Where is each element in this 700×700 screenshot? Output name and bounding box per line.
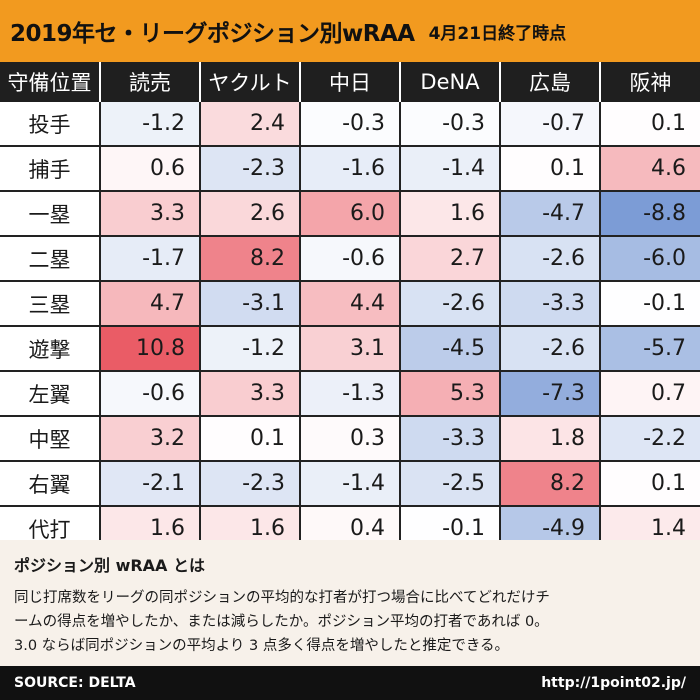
table-row: 二塁 -1.7 8.2 -0.6 2.7 -2.6 -6.0 xyxy=(0,236,700,282)
column-header-row: 守備位置 読売 ヤクルト 中日 DeNA 広島 阪神 xyxy=(0,62,700,102)
heatmap-cell: -1.2 xyxy=(200,326,301,372)
table-row: 遊撃 10.8 -1.2 3.1 -4.5 -2.6 -5.7 xyxy=(0,326,700,372)
row-label: 投手 xyxy=(0,102,101,147)
heatmap-cell: 8.2 xyxy=(200,236,301,282)
heatmap-cell: -2.6 xyxy=(400,281,501,327)
heatmap-cell: -2.5 xyxy=(400,461,501,507)
heatmap-cell: -1.7 xyxy=(100,236,201,282)
heatmap-cell: -4.7 xyxy=(500,191,601,237)
heatmap-cell: 0.1 xyxy=(500,146,601,192)
heatmap-cell: 4.4 xyxy=(300,281,401,327)
row-label: 捕手 xyxy=(0,146,101,192)
column-header: DeNA xyxy=(400,62,501,102)
title-bar: 2019年セ・リーグポジション別wRAA 4月21日終了時点 xyxy=(0,0,700,62)
heatmap-cell: 3.3 xyxy=(100,191,201,237)
heatmap-cell: 0.1 xyxy=(600,102,700,147)
row-label: 左翼 xyxy=(0,371,101,417)
source-credit: SOURCE: DELTA xyxy=(14,675,136,691)
heatmap-cell: -0.6 xyxy=(100,371,201,417)
definition-text: 同じ打席数をリーグの同ポジションの平均的な打者が打つ場合に比べてどれだけチ ーム… xyxy=(14,586,686,658)
heatmap-cell: 3.2 xyxy=(100,416,201,462)
heatmap-cell: -0.3 xyxy=(400,102,501,147)
column-header: 読売 xyxy=(100,62,201,102)
heatmap-cell: -3.1 xyxy=(200,281,301,327)
heatmap-cell: -3.3 xyxy=(500,281,601,327)
heatmap-cell: 4.7 xyxy=(100,281,201,327)
column-header: 阪神 xyxy=(600,62,700,102)
table-row: 一塁 3.3 2.6 6.0 1.6 -4.7 -8.8 xyxy=(0,191,700,237)
heatmap-cell: 0.1 xyxy=(200,416,301,462)
heatmap-cell: -0.6 xyxy=(300,236,401,282)
heatmap-cell: 10.8 xyxy=(100,326,201,372)
source-url[interactable]: http://1point02.jp/ xyxy=(541,675,686,691)
heatmap-cell: -6.0 xyxy=(600,236,700,282)
heatmap-cell: -2.3 xyxy=(200,146,301,192)
heatmap-cell: -0.3 xyxy=(300,102,401,147)
heatmap-cell: 5.3 xyxy=(400,371,501,417)
table-row: 三塁 4.7 -3.1 4.4 -2.6 -3.3 -0.1 xyxy=(0,281,700,327)
definition-line: ームの得点を増やしたか、または減らしたか。ポジション平均の打者であれば 0。 xyxy=(14,614,549,630)
table-row: 左翼 -0.6 3.3 -1.3 5.3 -7.3 0.7 xyxy=(0,371,700,417)
heatmap-cell: 1.8 xyxy=(500,416,601,462)
chart-title: 2019年セ・リーグポジション別wRAA xyxy=(10,21,415,47)
row-label: 遊撃 xyxy=(0,326,101,372)
heatmap-cell: 1.6 xyxy=(400,191,501,237)
table-row: 中堅 3.2 0.1 0.3 -3.3 1.8 -2.2 xyxy=(0,416,700,462)
column-header: 中日 xyxy=(300,62,401,102)
heatmap-cell: 2.7 xyxy=(400,236,501,282)
heatmap-cell: -8.8 xyxy=(600,191,700,237)
heatmap-cell: -2.2 xyxy=(600,416,700,462)
heatmap-cell: -2.3 xyxy=(200,461,301,507)
heatmap-cell: 3.1 xyxy=(300,326,401,372)
column-header: ヤクルト xyxy=(200,62,301,102)
definition-title: ポジション別 wRAA とは xyxy=(14,556,206,575)
row-label: 三塁 xyxy=(0,281,101,327)
row-label: 右翼 xyxy=(0,461,101,507)
heatmap-cell: 0.3 xyxy=(300,416,401,462)
table-row: 捕手 0.6 -2.3 -1.6 -1.4 0.1 4.6 xyxy=(0,146,700,192)
definition-line: 3.0 ならば同ポジションの平均より 3 点多く得点を増やしたと推定できる。 xyxy=(14,638,510,654)
table-row: 右翼 -2.1 -2.3 -1.4 -2.5 8.2 0.1 xyxy=(0,461,700,507)
footer-bar: SOURCE: DELTA http://1point02.jp/ xyxy=(0,666,700,700)
heatmap-cell: -0.7 xyxy=(500,102,601,147)
row-label: 中堅 xyxy=(0,416,101,462)
column-header: 広島 xyxy=(500,62,601,102)
chart-subtitle: 4月21日終了時点 xyxy=(428,23,567,44)
heatmap-cell: -1.3 xyxy=(300,371,401,417)
heatmap-cell: -1.2 xyxy=(100,102,201,147)
heatmap-cell: -1.4 xyxy=(300,461,401,507)
heatmap-cell: -2.1 xyxy=(100,461,201,507)
heatmap-cell: -1.6 xyxy=(300,146,401,192)
heatmap-body: 投手 -1.2 2.4 -0.3 -0.3 -0.7 0.1 捕手 0.6 -2.3 -1.6 -1.… xyxy=(0,102,700,552)
heatmap-cell: 2.6 xyxy=(200,191,301,237)
heatmap-cell: -2.6 xyxy=(500,326,601,372)
heatmap-cell: -2.6 xyxy=(500,236,601,282)
heatmap-cell: -0.1 xyxy=(600,281,700,327)
heatmap-cell: 6.0 xyxy=(300,191,401,237)
heatmap-cell: -7.3 xyxy=(500,371,601,417)
heatmap-cell: 4.6 xyxy=(600,146,700,192)
heatmap-cell: -4.5 xyxy=(400,326,501,372)
heatmap-cell: 0.7 xyxy=(600,371,700,417)
wraa-heatmap-table: 守備位置 読売 ヤクルト 中日 DeNA 広島 阪神 投手 -1.2 2.4 -0.3 -0.3-… xyxy=(0,62,700,552)
heatmap-cell: -5.7 xyxy=(600,326,700,372)
heatmap-cell: -3.3 xyxy=(400,416,501,462)
heatmap-cell: 3.3 xyxy=(200,371,301,417)
definition-line: 同じ打席数をリーグの同ポジションの平均的な打者が打つ場合に比べてどれだけチ xyxy=(14,590,550,606)
heatmap-cell: 0.6 xyxy=(100,146,201,192)
row-label: 二塁 xyxy=(0,236,101,282)
corner-header: 守備位置 xyxy=(0,62,101,102)
heatmap-cell: -1.4 xyxy=(400,146,501,192)
row-label: 一塁 xyxy=(0,191,101,237)
table-row: 投手 -1.2 2.4 -0.3 -0.3 -0.7 0.1 xyxy=(0,102,700,147)
heatmap-cell: 2.4 xyxy=(200,102,301,147)
heatmap-cell: 8.2 xyxy=(500,461,601,507)
definition-panel: ポジション別 wRAA とは 同じ打席数をリーグの同ポジションの平均的な打者が打… xyxy=(0,540,700,666)
heatmap-cell: 0.1 xyxy=(600,461,700,507)
